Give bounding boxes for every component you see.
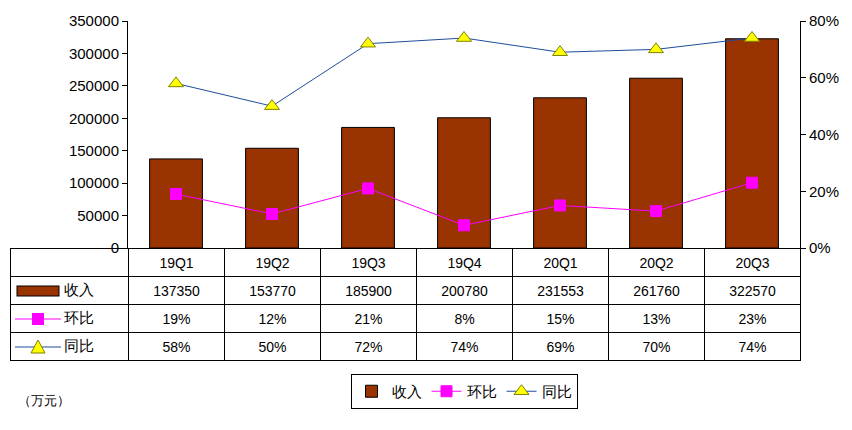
svg-text:0: 0 [110, 239, 119, 257]
svg-text:50000: 50000 [77, 207, 119, 224]
svg-text:350000: 350000 [69, 12, 119, 29]
html-text:322570: 322570 [729, 282, 776, 299]
html-text:20Q1: 20Q1 [543, 254, 578, 271]
svg-text:250000: 250000 [69, 77, 119, 94]
html-text:8%: 8% [454, 310, 475, 327]
html-text:70%: 70% [642, 338, 671, 355]
svg-text:40%: 40% [809, 126, 839, 143]
svg-text:同比: 同比 [542, 383, 572, 400]
html-text:同比: 同比 [64, 337, 94, 354]
svg-text:0%: 0% [809, 239, 831, 256]
html-text:19Q4: 19Q4 [447, 254, 482, 271]
svg-text:20%: 20% [809, 183, 839, 200]
svg-text:300000: 300000 [69, 45, 119, 62]
html-text:环比: 环比 [64, 309, 94, 326]
html-text:261760: 261760 [633, 282, 680, 299]
html-text:21%: 21% [354, 310, 383, 327]
html-text:50%: 50% [258, 338, 287, 355]
html-text:74%: 74% [450, 338, 479, 355]
html-text:74%: 74% [738, 338, 767, 355]
svg-text:150000: 150000 [69, 142, 119, 159]
svg-text:60%: 60% [809, 69, 839, 86]
html-text:72%: 72% [354, 338, 383, 355]
html-text:23%: 23% [738, 310, 767, 327]
html-text:15%: 15% [546, 310, 575, 327]
html-text:（万元）: （万元） [18, 393, 70, 408]
svg-text:100000: 100000 [69, 174, 119, 191]
html-text:20Q2: 20Q2 [639, 254, 674, 271]
html-text:13%: 13% [642, 310, 671, 327]
html-text:19Q2: 19Q2 [255, 254, 290, 271]
svg-text:环比: 环比 [467, 383, 497, 400]
svg-text:收入: 收入 [392, 383, 422, 400]
html-text:200780: 200780 [441, 282, 488, 299]
html-text:19%: 19% [162, 310, 191, 327]
html-text:231553: 231553 [537, 282, 584, 299]
svg-text:80%: 80% [809, 12, 839, 29]
html-text:12%: 12% [258, 310, 287, 327]
html-text:19Q3: 19Q3 [351, 254, 386, 271]
html-text:69%: 69% [546, 338, 575, 355]
html-text:收入: 收入 [64, 281, 94, 298]
html-text:58%: 58% [162, 338, 191, 355]
html-text:19Q1: 19Q1 [159, 254, 194, 271]
html-text:20Q3: 20Q3 [735, 254, 770, 271]
svg-text:200000: 200000 [69, 110, 119, 127]
html-text:137350: 137350 [153, 282, 200, 299]
html-text:185900: 185900 [345, 282, 392, 299]
html-text:153770: 153770 [249, 282, 296, 299]
